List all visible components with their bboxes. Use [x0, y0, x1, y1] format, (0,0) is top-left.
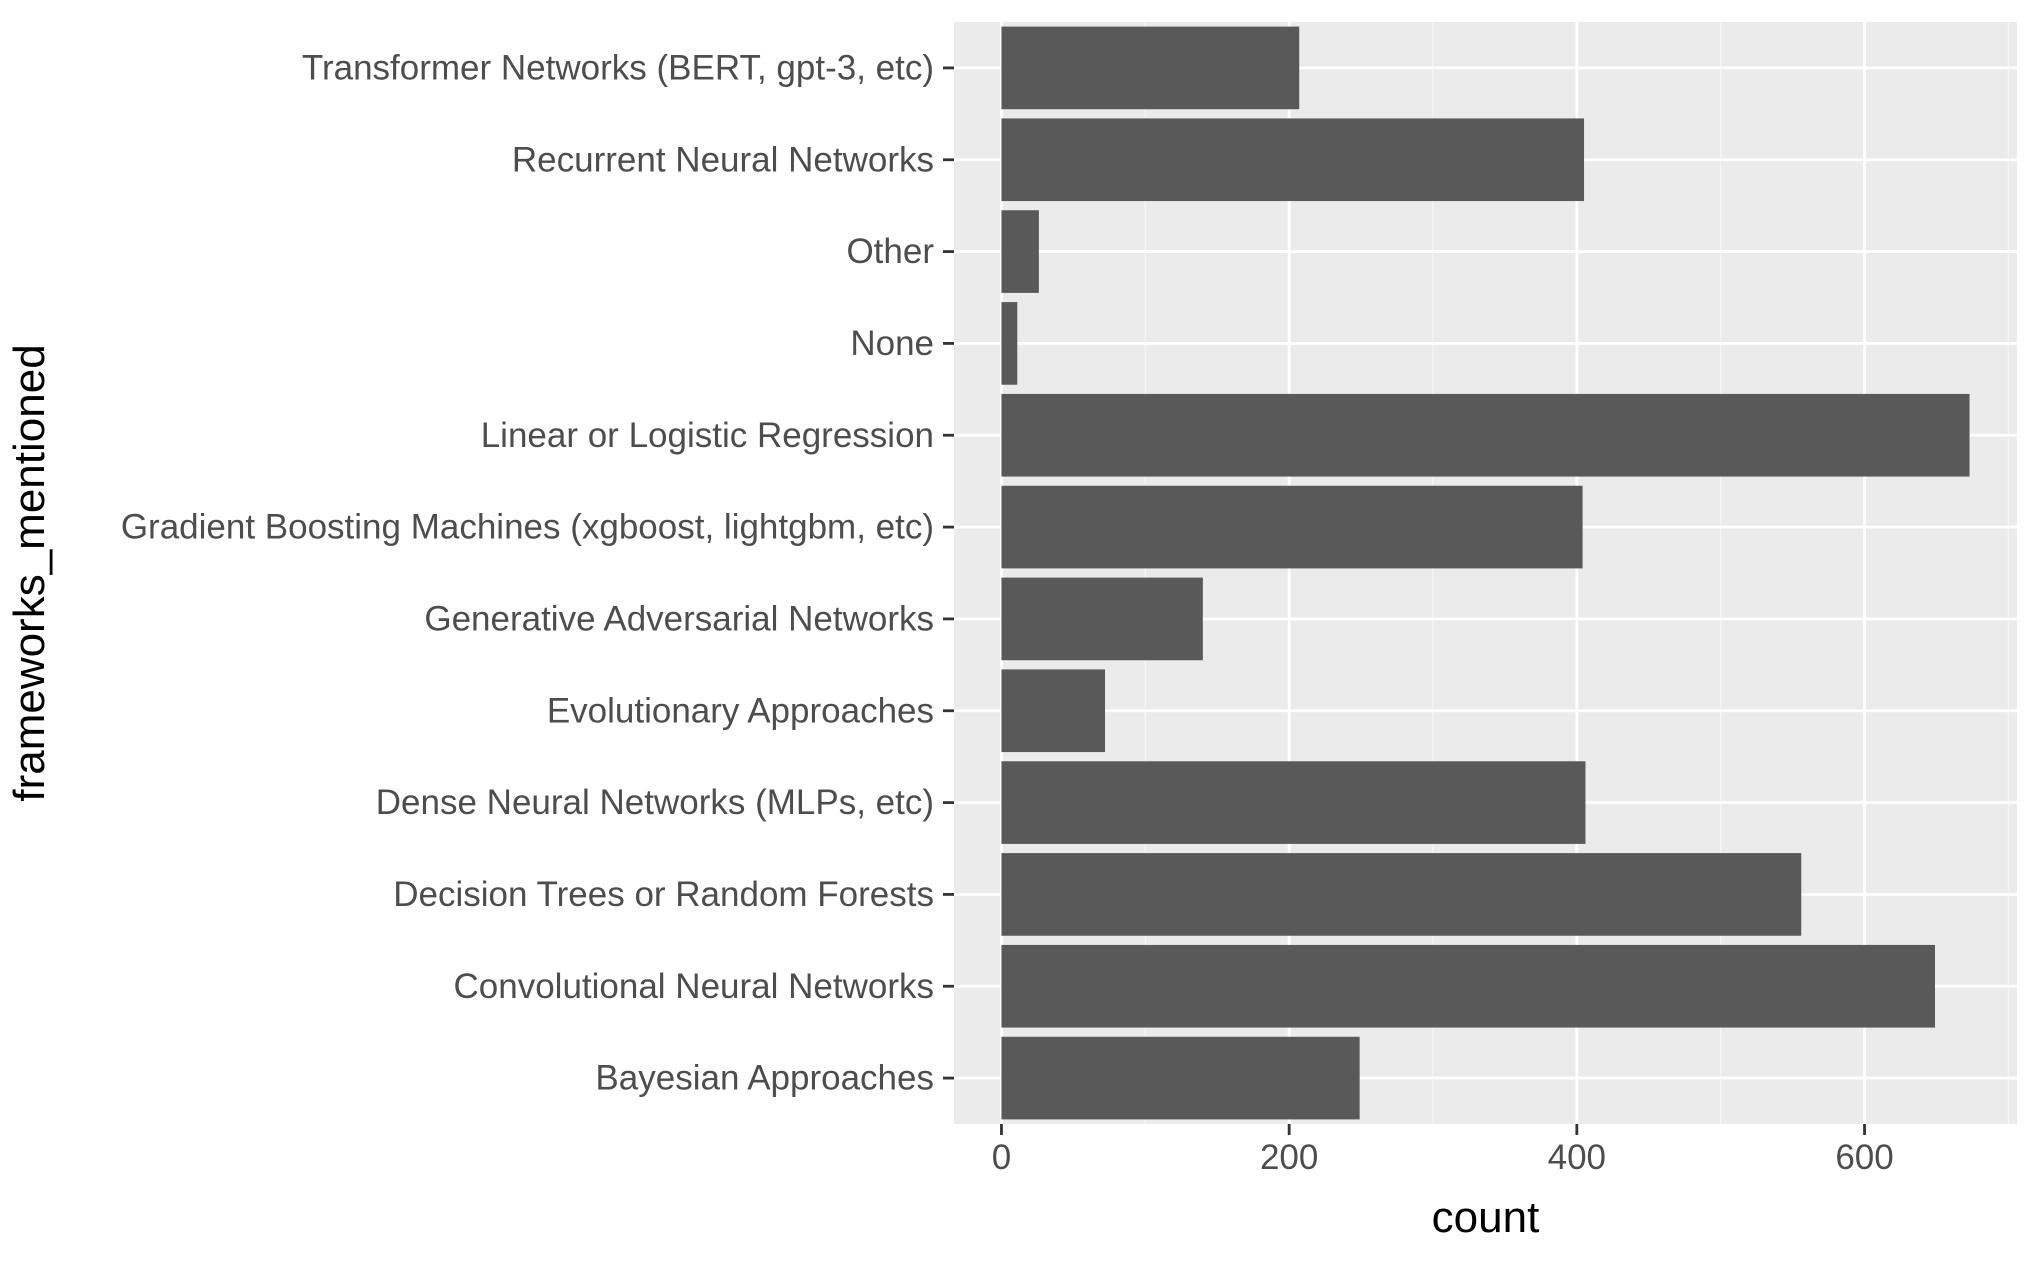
y-tick-label: Transformer Networks (BERT, gpt-3, etc): [302, 48, 934, 87]
y-tick-label: Dense Neural Networks (MLPs, etc): [376, 783, 934, 822]
bar: [1001, 761, 1586, 844]
bar: [1001, 485, 1583, 569]
plot-panel: [954, 22, 2017, 1124]
x-axis-title: count: [1432, 1193, 1540, 1242]
bar: [1001, 669, 1106, 753]
y-tick-label: Linear or Logistic Regression: [481, 416, 934, 455]
y-tick-label: Decision Trees or Random Forests: [393, 875, 934, 914]
y-axis-title: frameworks_mentioned: [5, 344, 54, 801]
y-tick-label: Evolutionary Approaches: [547, 691, 934, 730]
bar: [1001, 393, 1970, 477]
x-tick-label: 600: [1835, 1138, 1893, 1177]
bar: [1001, 1036, 1360, 1120]
bar: [1001, 944, 1936, 1028]
bar: [1001, 853, 1802, 936]
x-axis: 0 200 400 600: [992, 1124, 1894, 1177]
x-tick-label: 400: [1548, 1138, 1606, 1177]
y-axis: Transformer Networks (BERT, gpt-3, etc) R…: [121, 48, 954, 1098]
x-tick-label: 0: [992, 1138, 1011, 1177]
bar: [1001, 210, 1039, 293]
y-tick-label: None: [850, 324, 934, 363]
y-tick-label: Convolutional Neural Networks: [454, 967, 935, 1006]
y-tick-label: Bayesian Approaches: [595, 1059, 934, 1098]
y-tick-label: Other: [846, 232, 934, 271]
y-tick-label: Generative Adversarial Networks: [424, 599, 934, 638]
bar: [1001, 26, 1300, 110]
y-tick-label: Gradient Boosting Machines (xgboost, lig…: [121, 508, 934, 547]
bar: [1001, 302, 1018, 385]
x-tick-label: 200: [1260, 1138, 1318, 1177]
bars: [1001, 26, 1970, 1120]
y-tick-label: Recurrent Neural Networks: [512, 140, 934, 179]
bar: [1001, 118, 1585, 202]
bar: [1001, 577, 1203, 661]
